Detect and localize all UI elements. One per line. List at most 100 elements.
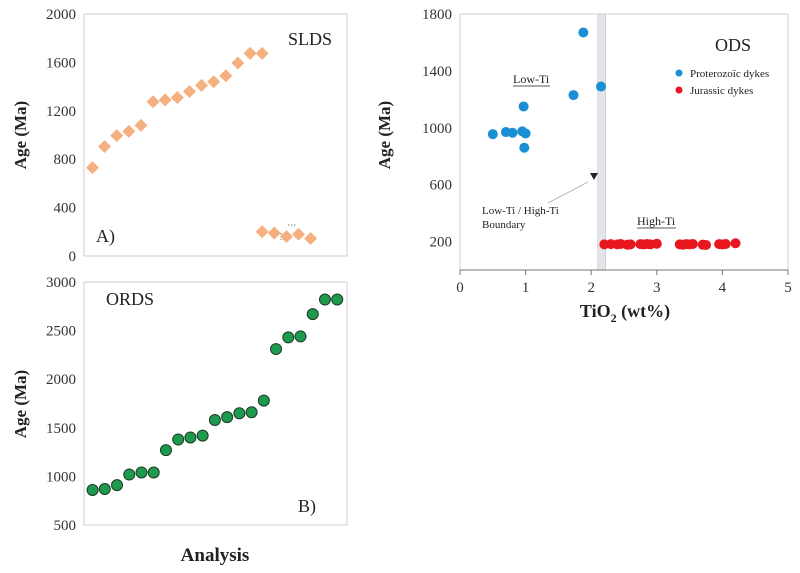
slds-panel-label: A) bbox=[96, 226, 115, 247]
slds-data-point bbox=[255, 225, 269, 239]
ods-proterozoic-data-point bbox=[507, 127, 518, 138]
panel-slds-frame bbox=[83, 13, 348, 257]
slds-data-point bbox=[267, 226, 281, 240]
ods-y-tick-label: 1800 bbox=[422, 7, 452, 23]
ords-data-point bbox=[318, 293, 331, 306]
ods-points bbox=[487, 27, 741, 250]
slds-points bbox=[85, 46, 318, 245]
panel-ords-frame bbox=[83, 281, 348, 526]
ods-x-axis-label-tail: (wt%) bbox=[617, 301, 670, 322]
ords-y-tick-label: 500 bbox=[54, 518, 77, 534]
ords-data-point bbox=[135, 466, 148, 479]
ods-annotation-low-ti: Low-Ti bbox=[513, 72, 550, 86]
slds-data-point bbox=[219, 69, 233, 83]
ods-y-tick-label: 1400 bbox=[422, 64, 452, 80]
slds-y-tick-label: 0 bbox=[69, 249, 77, 265]
ods-proterozoic-data-point bbox=[578, 27, 589, 38]
slds-data-point bbox=[170, 90, 184, 104]
ods-y-axis-label: Age (Ma) bbox=[375, 101, 394, 169]
ods-jurassic-data-point bbox=[625, 239, 636, 250]
ords-data-point bbox=[294, 330, 307, 343]
ods-annotation-boundary-line1: Low-Ti / High-Ti bbox=[482, 205, 559, 217]
slds-data-point bbox=[255, 46, 269, 60]
legend-marker-jurassic bbox=[675, 86, 683, 94]
ords-y-tick-label: 1000 bbox=[46, 469, 76, 485]
ods-x-tick-label: 4 bbox=[719, 280, 727, 296]
ords-x-axis-label: Analysis bbox=[181, 545, 250, 566]
slds-title: SLDS bbox=[288, 29, 332, 49]
ords-y-axis-label: Age (Ma) bbox=[11, 370, 30, 438]
ods-x-ticks: 0 1 2 3 4 5 bbox=[456, 270, 792, 296]
slds-data-point bbox=[292, 227, 306, 241]
panel-ods: 0 1 2 3 4 5 200 600 1000 1400 1800 Age (Ma) TiO2 … bbox=[375, 7, 792, 325]
ods-jurassic-data-point bbox=[701, 239, 711, 250]
slds-data-point bbox=[146, 95, 160, 109]
ords-data-point bbox=[172, 433, 185, 446]
legend-label-jurassic: Jurassic dykes bbox=[690, 85, 753, 97]
ords-data-point bbox=[233, 407, 246, 420]
ords-y-tick-label: 1500 bbox=[46, 421, 76, 437]
slds-data-point bbox=[243, 46, 257, 60]
ords-data-point bbox=[257, 394, 270, 407]
slds-y-tick-label: 1600 bbox=[46, 55, 76, 71]
ords-data-point bbox=[98, 483, 111, 496]
ods-annotation-boundary-line2: Boundary bbox=[482, 219, 526, 231]
ords-y-ticks: 500 1000 1500 2000 2500 3000 bbox=[46, 275, 76, 534]
ords-data-point bbox=[282, 331, 295, 344]
ords-data-point bbox=[306, 308, 319, 321]
slds-data-point bbox=[134, 118, 148, 132]
ods-legend: Proterozoïc dykes Jurassic dykes bbox=[675, 68, 769, 97]
ods-annotation-marker bbox=[590, 173, 598, 180]
ods-x-axis-label: TiO2 (wt%) bbox=[580, 301, 670, 325]
ords-title: ORDS bbox=[106, 289, 154, 309]
slds-data-point bbox=[182, 84, 196, 98]
ods-jurassic-data-point bbox=[730, 238, 741, 249]
ods-proterozoic-data-point bbox=[518, 101, 529, 112]
slds-y-tick-label: 1200 bbox=[46, 104, 76, 120]
ords-points bbox=[86, 293, 344, 497]
ods-y-tick-label: 1000 bbox=[422, 121, 452, 137]
slds-data-point bbox=[304, 231, 318, 245]
ods-proterozoic-data-point bbox=[520, 128, 531, 139]
ords-data-point bbox=[331, 293, 344, 306]
ods-jurassic-data-point bbox=[720, 238, 731, 249]
ods-proterozoic-data-point bbox=[519, 142, 530, 153]
ords-data-point bbox=[270, 343, 283, 356]
ods-x-tick-label: 0 bbox=[456, 280, 464, 296]
panel-slds: 0 400 800 1200 1600 2000 Age (Ma) SLDS A) bbox=[11, 7, 348, 265]
slds-y-ticks: 0 400 800 1200 1600 2000 bbox=[46, 7, 76, 265]
ods-y-tick-label: 600 bbox=[430, 178, 453, 194]
ods-proterozoic-data-point bbox=[568, 90, 579, 101]
ords-data-point bbox=[159, 444, 172, 457]
slds-data-point bbox=[98, 139, 112, 153]
legend-label-proterozoic: Proterozoïc dykes bbox=[690, 68, 769, 80]
ods-jurassic-data-point bbox=[651, 238, 662, 249]
slds-data-point bbox=[207, 75, 221, 89]
slds-y-tick-label: 2000 bbox=[46, 7, 76, 23]
ords-y-tick-label: 3000 bbox=[46, 275, 76, 291]
ords-data-point bbox=[184, 431, 197, 444]
ords-data-point bbox=[123, 468, 136, 481]
ords-data-point bbox=[86, 484, 99, 497]
ods-x-tick-label: 1 bbox=[522, 280, 530, 296]
ods-x-axis-label-main: TiO bbox=[580, 301, 611, 321]
ords-data-point bbox=[208, 414, 221, 427]
ords-data-point bbox=[111, 479, 124, 492]
ods-x-axis-label-subscript: 2 bbox=[611, 311, 617, 325]
slds-data-point bbox=[158, 93, 172, 107]
slds-y-axis-label: Age (Ma) bbox=[11, 101, 30, 169]
ords-data-point bbox=[221, 411, 234, 424]
ods-x-tick-label: 2 bbox=[587, 280, 595, 296]
ods-title: ODS bbox=[715, 35, 751, 55]
ords-y-tick-label: 2000 bbox=[46, 372, 76, 388]
ods-jurassic-data-point bbox=[687, 238, 698, 249]
ords-data-point bbox=[196, 429, 209, 442]
ods-proterozoic-data-point bbox=[596, 81, 607, 92]
ords-data-point bbox=[245, 406, 258, 419]
slds-data-point bbox=[122, 124, 136, 138]
panel-ords: 500 1000 1500 2000 2500 3000 Age (Ma) ORDS B)… bbox=[11, 275, 348, 566]
ods-y-ticks: 200 600 1000 1400 1800 bbox=[422, 7, 452, 251]
ods-annotation-leader-line bbox=[547, 181, 589, 204]
slds-data-point bbox=[231, 56, 245, 70]
